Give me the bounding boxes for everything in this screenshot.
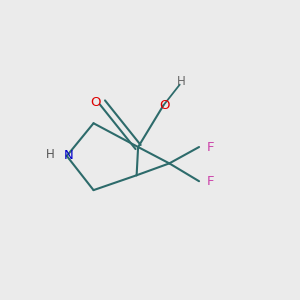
Text: F: F	[206, 140, 214, 154]
Text: O: O	[91, 96, 101, 109]
Text: O: O	[160, 99, 170, 112]
Text: F: F	[206, 175, 214, 188]
Text: H: H	[177, 75, 186, 88]
Text: N: N	[63, 149, 73, 162]
Text: H: H	[46, 148, 55, 161]
